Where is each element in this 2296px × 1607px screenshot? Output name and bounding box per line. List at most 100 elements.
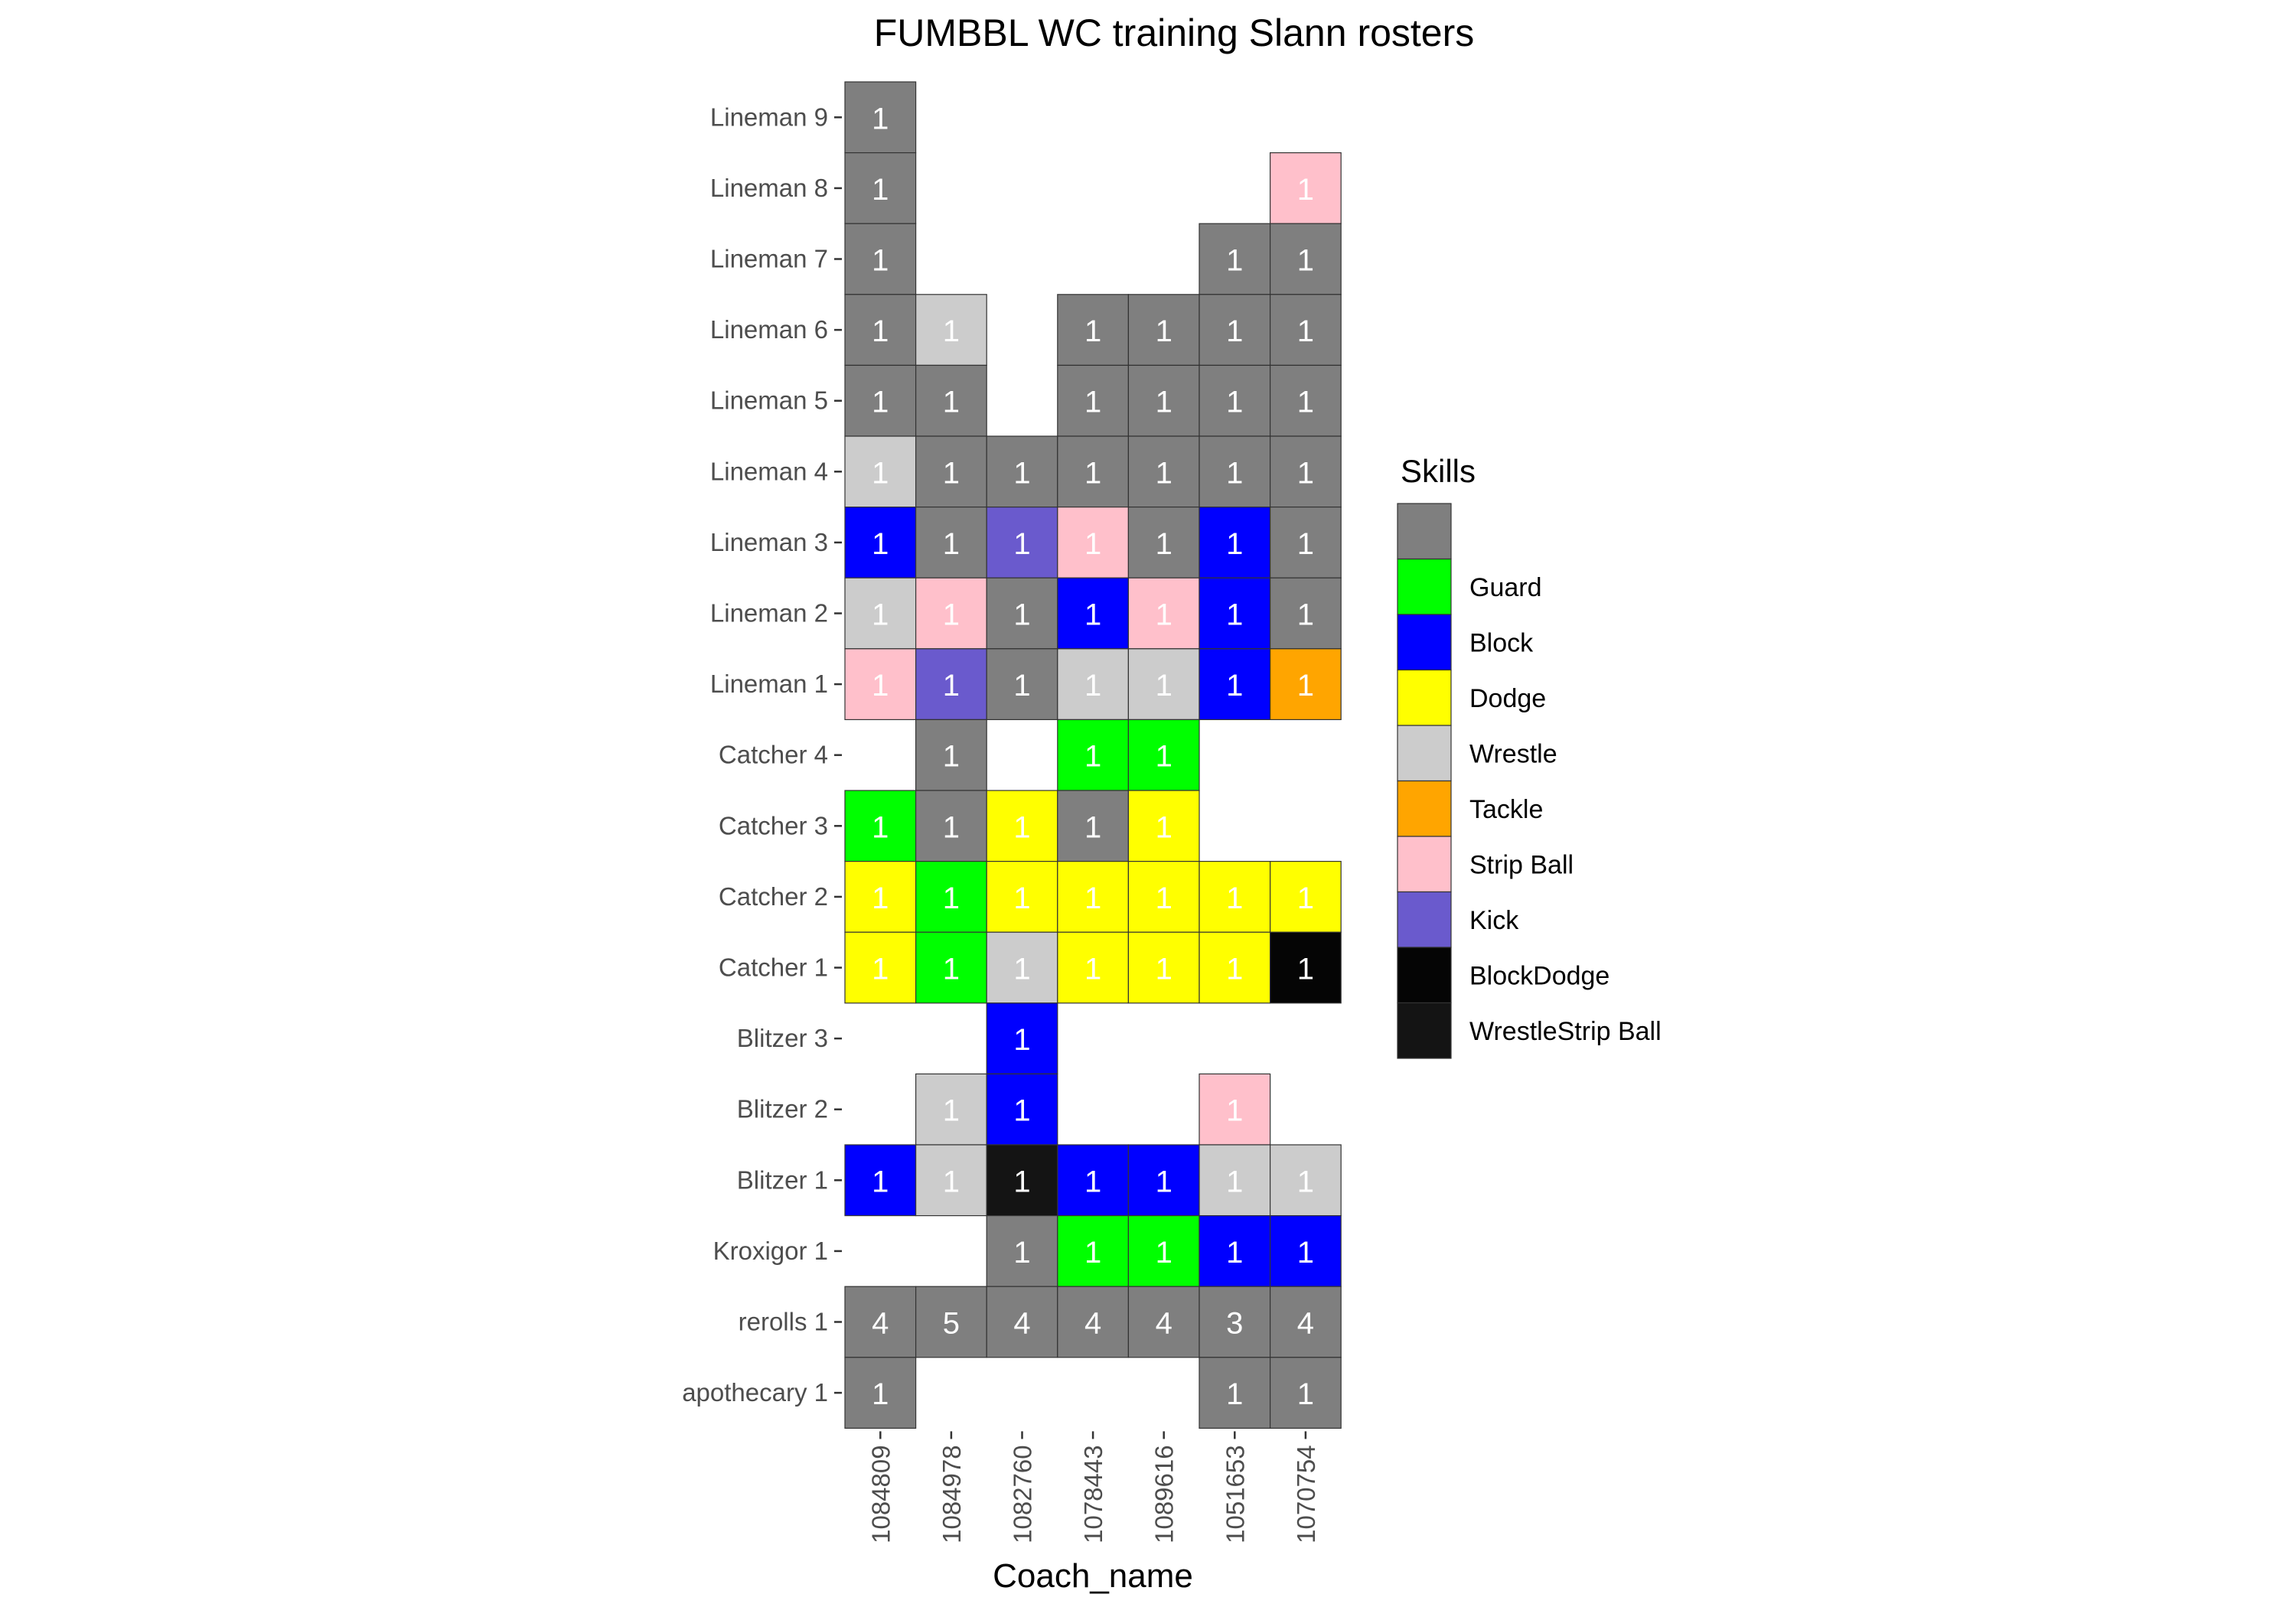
- heatmap-cell: 1: [844, 790, 917, 862]
- y-tick-label: Lineman 8: [710, 174, 828, 202]
- cell-value-label: 4: [872, 1307, 889, 1341]
- cell-rect: [1269, 931, 1342, 1004]
- heatmap-cell: 1: [1057, 577, 1130, 650]
- cell-rect: [915, 1144, 987, 1217]
- cell-value-label: 1: [1156, 810, 1172, 844]
- cell-value-label: 1: [872, 810, 889, 844]
- heatmap-cell: 1: [1199, 223, 1271, 295]
- heatmap-cell: 4: [1057, 1286, 1130, 1358]
- heatmap-cell: 1: [1269, 931, 1342, 1004]
- legend-key: [1397, 947, 1452, 1004]
- cell-value-label: 1: [943, 456, 960, 490]
- heatmap-cell: 1: [844, 435, 917, 508]
- heatmap-cell: 1: [1199, 1214, 1271, 1287]
- legend-label: Block: [1469, 628, 1534, 657]
- cell-rect: [915, 506, 987, 579]
- legend-key: [1397, 836, 1452, 893]
- heatmap-cell: 5: [915, 1286, 987, 1358]
- cell-value-label: 1: [1156, 1165, 1172, 1198]
- cell-value-label: 1: [1156, 882, 1172, 915]
- cell-rect: [915, 790, 987, 862]
- cell-value-label: 1: [1013, 456, 1030, 490]
- legend-entry: [1397, 503, 1452, 560]
- heatmap-cell: 1: [844, 1144, 917, 1217]
- cell-rect: [1199, 1214, 1271, 1287]
- legend-key: [1397, 725, 1452, 782]
- cell-value-label: 1: [943, 669, 960, 702]
- cell-rect: [986, 1144, 1058, 1217]
- cell-value-label: 1: [872, 882, 889, 915]
- cell-value-label: 1: [1156, 740, 1172, 774]
- cell-value-label: 1: [943, 1094, 960, 1128]
- heatmap-cell: 1: [1269, 506, 1342, 579]
- heatmap-cell: 1: [1269, 860, 1342, 933]
- cell-rect: [986, 435, 1058, 508]
- heatmap-cell: 1: [1199, 648, 1271, 720]
- x-tick-label: 1078443: [1079, 1445, 1107, 1543]
- cell-rect: [1199, 1357, 1271, 1429]
- heatmap-cell: 1: [1199, 860, 1271, 933]
- y-tick-label: rerolls 1: [739, 1308, 828, 1336]
- cell-value-label: 1: [943, 1165, 960, 1198]
- heatmap-cell: 1: [844, 1357, 917, 1429]
- cell-value-label: 1: [1013, 882, 1030, 915]
- heatmap-cell: 1: [1127, 790, 1200, 862]
- y-tick-label: Lineman 7: [710, 245, 828, 273]
- cell-value-label: 1: [1084, 527, 1101, 561]
- cell-rect: [844, 1357, 917, 1429]
- cell-rect: [844, 931, 917, 1004]
- x-tick-label: 1084978: [938, 1445, 966, 1543]
- cell-value-label: 1: [1226, 598, 1243, 632]
- legend-entry: Block: [1397, 614, 1534, 671]
- heatmap-cell: 1: [1057, 294, 1130, 366]
- cell-value-label: 1: [1084, 669, 1101, 702]
- cell-rect: [1269, 1214, 1342, 1287]
- cell-rect: [1269, 152, 1342, 224]
- heatmap-cell: 1: [986, 435, 1058, 508]
- cell-value-label: 1: [1084, 598, 1101, 632]
- cell-value-label: 1: [872, 669, 889, 702]
- heatmap-cell: 1: [1057, 364, 1130, 437]
- cell-value-label: 1: [1226, 1377, 1243, 1411]
- legend: Skills GuardBlockDodgeWrestleTackleStrip…: [1397, 453, 1662, 1059]
- heatmap-cell: 1: [1199, 931, 1271, 1004]
- cell-rect: [844, 1144, 917, 1217]
- cell-rect: [1199, 506, 1271, 579]
- cell-rect: [915, 719, 987, 791]
- cell-rect: [1199, 223, 1271, 295]
- cell-value-label: 4: [1084, 1307, 1101, 1341]
- heatmap-cell: 1: [1127, 860, 1200, 933]
- heatmap-cell: 1: [915, 506, 987, 579]
- cell-rect: [1057, 790, 1130, 862]
- cell-value-label: 1: [943, 598, 960, 632]
- cell-rect: [1057, 435, 1130, 508]
- cell-value-label: 1: [943, 740, 960, 774]
- heatmap-cell: 1: [844, 931, 917, 1004]
- cell-value-label: 1: [872, 527, 889, 561]
- cell-rect: [844, 152, 917, 224]
- cell-rect: [1057, 1286, 1130, 1358]
- cell-value-label: 1: [1226, 386, 1243, 419]
- cell-value-label: 1: [1156, 386, 1172, 419]
- x-tick-label: 1084809: [866, 1445, 895, 1543]
- legend-entry: Kick: [1397, 891, 1519, 948]
- heatmap-cell: 1: [915, 364, 987, 437]
- heatmap-cell: 1: [844, 223, 917, 295]
- cell-rect: [844, 648, 917, 720]
- heatmap-cell: 1: [1199, 1073, 1271, 1146]
- y-tick-label: Lineman 3: [710, 528, 828, 556]
- y-tick-label: apothecary 1: [682, 1378, 828, 1407]
- cell-value-label: 1: [943, 527, 960, 561]
- heatmap-cell: 1: [844, 506, 917, 579]
- cell-value-label: 1: [1013, 598, 1030, 632]
- cell-rect: [986, 648, 1058, 720]
- legend-entry: WrestleStrip Ball: [1397, 1002, 1662, 1059]
- y-tick-label: Catcher 2: [719, 882, 828, 911]
- cell-rect: [1127, 364, 1200, 437]
- heatmap-cell: 1: [1127, 1144, 1200, 1217]
- cell-value-label: 1: [872, 244, 889, 278]
- y-tick-label: Kroxigor 1: [713, 1237, 828, 1265]
- legend-entry: Tackle: [1397, 780, 1543, 837]
- cell-value-label: 1: [943, 882, 960, 915]
- heatmap-cell: 1: [1199, 364, 1271, 437]
